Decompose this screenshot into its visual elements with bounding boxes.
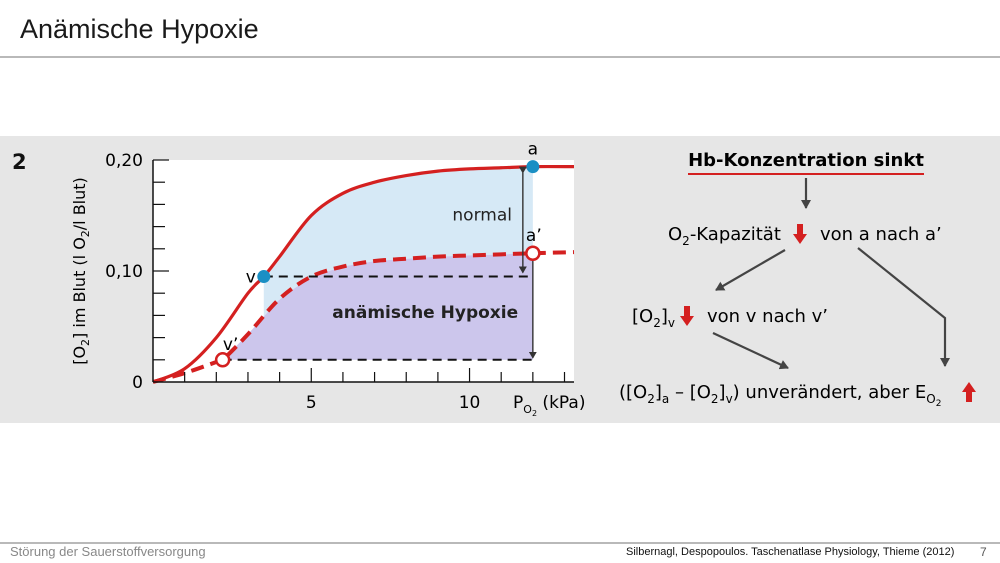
figure-number: 2	[12, 150, 27, 174]
flow-arrow-to-extraction	[857, 247, 950, 367]
point-a-prime	[525, 245, 541, 261]
extraction-up-arrow	[962, 382, 976, 402]
x-tick-label-10: 10	[459, 393, 481, 413]
o2v-down-arrow	[680, 306, 694, 326]
point-v	[257, 270, 271, 284]
footer-divider	[0, 542, 1000, 544]
footer-topic: Störung der Sauerstoffversorgung	[10, 544, 206, 559]
flow-arrow-to-o2v	[715, 249, 786, 291]
normal-label: normal	[452, 205, 512, 225]
point-v-prime	[214, 352, 231, 368]
flow-heading: Hb-Konzentration sinkt	[688, 150, 924, 171]
capacity-down-arrow	[793, 224, 807, 244]
page-number: 7	[980, 545, 987, 559]
x-tick-label-5: 5	[306, 393, 317, 413]
point-label-a: a	[528, 140, 538, 160]
flow-arrow-to-difference	[712, 332, 789, 370]
normal-area-fill	[263, 166, 533, 317]
x-axis-label: PO2 (kPa)	[513, 393, 585, 418]
point-label-a-prime: a’	[526, 226, 542, 246]
flow-capacity-text: O2-Kapazität	[668, 224, 781, 248]
anemic-area-fill	[222, 253, 533, 360]
y-tick-label-0-20: 0,20	[105, 151, 143, 171]
anemic-hypoxia-label: anämische Hypoxie	[332, 303, 518, 323]
point-a	[526, 160, 540, 174]
flow-o2v-tail: von v nach v’	[707, 306, 828, 327]
slide-title: Anämische Hypoxie	[20, 14, 259, 44]
flow-capacity-tail: von a nach a’	[820, 224, 942, 245]
title-divider	[0, 56, 1000, 58]
normal-curve	[152, 164, 575, 384]
flow-o2v-text: [O2]v	[632, 306, 675, 330]
y-tick-label-0-10: 0,10	[105, 262, 143, 282]
y-tick-label-0: 0	[132, 373, 143, 393]
y-axis-label: [O2] im Blut (l O2/l Blut)	[70, 177, 92, 365]
flow-difference-text: ([O2]a – [O2]v) unverändert, aber EO2	[619, 382, 941, 409]
point-label-v: v	[246, 268, 256, 288]
y-minor-ticks	[153, 159, 169, 361]
x-minor-ticks	[184, 368, 566, 382]
point-label-v-prime: v’	[223, 335, 238, 355]
footer-source: Silbernagl, Despopoulos. Taschenatlase P…	[626, 546, 955, 558]
